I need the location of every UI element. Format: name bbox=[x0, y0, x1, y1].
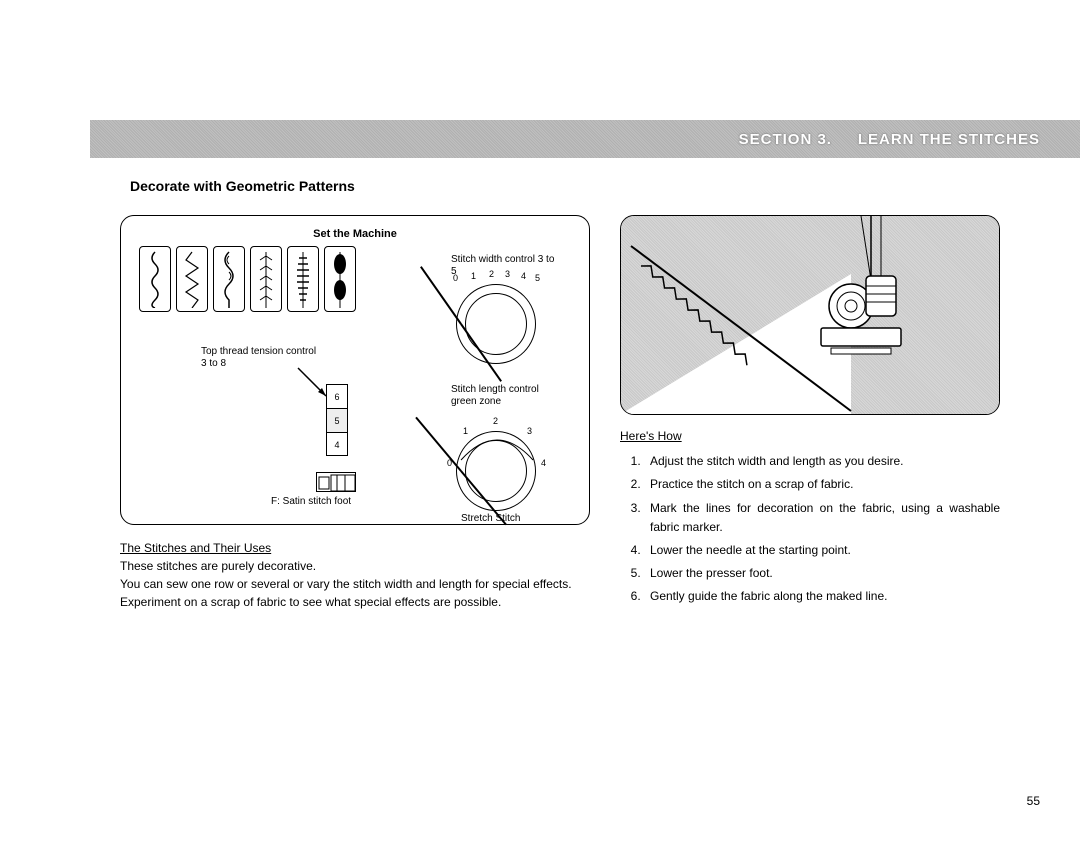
dial-num: 5 bbox=[535, 273, 540, 283]
heres-how-heading: Here's How bbox=[620, 427, 682, 446]
sewing-illustration bbox=[621, 216, 999, 414]
stitches-p3: Experiment on a scrap of fabric to see w… bbox=[120, 593, 590, 611]
dial-num: 0 bbox=[453, 273, 458, 283]
presser-foot-icon bbox=[316, 472, 356, 492]
stretch-caption: Stretch Stitch bbox=[461, 513, 520, 524]
how-step: Lower the needle at the starting point. bbox=[644, 541, 1000, 560]
dial-num: 2 bbox=[493, 416, 498, 426]
left-column: Set the Machine bbox=[120, 215, 590, 611]
section-label: SECTION 3. bbox=[739, 131, 832, 148]
dial-num: 3 bbox=[527, 426, 532, 436]
stitches-uses-heading: The Stitches and Their Uses bbox=[120, 539, 590, 557]
stitch-pattern-4 bbox=[250, 246, 282, 312]
stitch-pattern-3 bbox=[213, 246, 245, 312]
dial-num: 4 bbox=[541, 458, 546, 468]
foot-caption: F: Satin stitch foot bbox=[271, 496, 371, 508]
heres-how-section: Here's How Adjust the stitch width and l… bbox=[620, 427, 1000, 607]
how-step: Gently guide the fabric along the maked … bbox=[644, 587, 1000, 606]
dial-num: 1 bbox=[463, 426, 468, 436]
stitch-pattern-5 bbox=[287, 246, 319, 312]
dial-num: 1 bbox=[471, 271, 476, 281]
illustration-panel bbox=[620, 215, 1000, 415]
set-machine-title: Set the Machine bbox=[139, 228, 571, 240]
dial-num: 0 bbox=[447, 458, 452, 468]
page-number: 55 bbox=[1027, 794, 1040, 808]
tension-indicator: 6 5 4 bbox=[326, 384, 348, 456]
dial-num: 2 bbox=[489, 269, 494, 279]
header-bar: SECTION 3. LEARN THE STITCHES bbox=[90, 120, 1080, 158]
stitch-pattern-6 bbox=[324, 246, 356, 312]
dial-num: 3 bbox=[505, 269, 510, 279]
stitch-width-dial: 0 1 2 3 4 5 bbox=[456, 284, 536, 364]
dial-num: 4 bbox=[521, 271, 526, 281]
stitches-uses-text: The Stitches and Their Uses These stitch… bbox=[120, 539, 590, 611]
length-caption: Stitch length control green zone bbox=[451, 384, 561, 408]
section-title: SECTION 3. LEARN THE STITCHES bbox=[739, 131, 1040, 148]
tension-val-4: 4 bbox=[327, 433, 347, 457]
how-steps-list: Adjust the stitch width and length as yo… bbox=[620, 452, 1000, 606]
stitches-p2: You can sew one row or several or vary t… bbox=[120, 575, 590, 593]
main-content: Set the Machine bbox=[120, 215, 1040, 611]
page-subtitle: Decorate with Geometric Patterns bbox=[130, 178, 355, 194]
how-step: Lower the presser foot. bbox=[644, 564, 1000, 583]
stitch-pattern-1 bbox=[139, 246, 171, 312]
stitches-p1: These stitches are purely decorative. bbox=[120, 557, 590, 575]
how-step: Adjust the stitch width and length as yo… bbox=[644, 452, 1000, 471]
right-column: Here's How Adjust the stitch width and l… bbox=[620, 215, 1000, 611]
section-name: LEARN THE STITCHES bbox=[858, 131, 1040, 148]
stitch-length-dial: 0 1 2 3 4 bbox=[456, 431, 536, 511]
how-step: Mark the lines for decoration on the fab… bbox=[644, 499, 1000, 537]
tension-val-6: 6 bbox=[327, 385, 347, 409]
set-machine-panel: Set the Machine bbox=[120, 215, 590, 525]
stitch-pattern-2 bbox=[176, 246, 208, 312]
how-step: Practice the stitch on a scrap of fabric… bbox=[644, 475, 1000, 494]
tension-val-5: 5 bbox=[327, 409, 347, 433]
